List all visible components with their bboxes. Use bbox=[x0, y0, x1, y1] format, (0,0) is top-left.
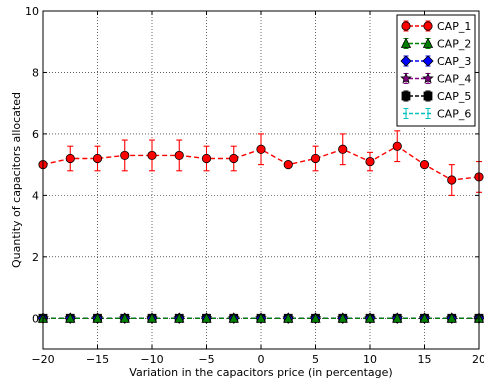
legend-entry-cap_6: CAP_6 bbox=[403, 108, 471, 121]
x-tick-label: −5 bbox=[198, 353, 214, 366]
data-point-cap_1 bbox=[229, 153, 239, 164]
legend-label: CAP_1 bbox=[437, 20, 471, 33]
data-point-cap_2 bbox=[228, 312, 239, 323]
data-point-cap_2 bbox=[419, 312, 430, 323]
legend-label: CAP_5 bbox=[437, 90, 471, 103]
data-point-cap_1 bbox=[338, 144, 348, 154]
y-tick-label: 6 bbox=[32, 128, 39, 141]
data-point-cap_1 bbox=[419, 160, 430, 170]
data-point-cap_2 bbox=[65, 312, 76, 323]
markers bbox=[37, 130, 484, 324]
legend-label: CAP_2 bbox=[437, 38, 471, 51]
data-point-cap_1 bbox=[365, 156, 375, 167]
x-tick-label: 20 bbox=[472, 353, 484, 366]
y-tick-label: 10 bbox=[25, 5, 39, 18]
x-tick-label: −20 bbox=[31, 353, 54, 366]
data-point-cap_1 bbox=[283, 160, 293, 170]
legend-label: CAP_4 bbox=[437, 73, 471, 86]
legend-entry-cap_4: CAP_4 bbox=[400, 72, 471, 86]
y-tick-label: 8 bbox=[32, 66, 39, 79]
y-tick-label: 2 bbox=[32, 251, 39, 264]
y-tick-label: 4 bbox=[32, 189, 39, 202]
legend-marker bbox=[422, 55, 434, 67]
data-point-cap_2 bbox=[364, 312, 376, 323]
legend-entry-cap_3: CAP_3 bbox=[400, 55, 471, 68]
data-point-cap_2 bbox=[119, 312, 130, 323]
legend-marker bbox=[422, 37, 434, 48]
legend-box bbox=[396, 14, 476, 127]
data-point-cap_1 bbox=[256, 144, 266, 154]
legend-entry-cap_2: CAP_2 bbox=[400, 37, 471, 51]
legend-marker bbox=[423, 21, 433, 31]
legend-marker bbox=[400, 37, 412, 48]
legend-marker bbox=[423, 91, 433, 101]
data-point-cap_2 bbox=[174, 312, 185, 323]
x-tick-label: 0 bbox=[258, 353, 265, 366]
legend-label: CAP_3 bbox=[437, 55, 471, 68]
legend-entry-cap_5: CAP_5 bbox=[401, 90, 471, 103]
data-point-cap_2 bbox=[446, 312, 457, 323]
data-point-cap_2 bbox=[92, 312, 103, 323]
legend: CAP_1 CAP_2 CAP_3 CAP_4 CAP_5 CAP_6 bbox=[396, 14, 476, 127]
data-point-cap_1 bbox=[392, 141, 402, 151]
x-tick-label: 10 bbox=[363, 353, 377, 366]
x-tick-label: 5 bbox=[312, 353, 319, 366]
data-point-cap_2 bbox=[255, 312, 267, 323]
data-point-cap_2 bbox=[283, 312, 294, 323]
y-axis-label: Quantity of capacitors allocated bbox=[10, 92, 23, 268]
legend-marker bbox=[400, 72, 412, 84]
data-point-cap_2 bbox=[201, 312, 212, 323]
ticks: −20 −15 −10 −5 0 5 10 15 20 0 2 4 6 8 10 bbox=[25, 5, 484, 366]
data-point-cap_1 bbox=[92, 153, 103, 164]
data-point-cap_2 bbox=[392, 312, 403, 323]
data-point-cap_1 bbox=[201, 153, 212, 164]
legend-marker bbox=[401, 91, 411, 101]
data-point-cap_1 bbox=[65, 153, 75, 164]
legend-marker bbox=[422, 72, 434, 84]
data-point-cap_1 bbox=[447, 175, 457, 185]
data-point-cap_1 bbox=[174, 150, 184, 161]
data-point-cap_1 bbox=[310, 153, 321, 164]
data-point-cap_2 bbox=[337, 312, 348, 323]
data-point-cap_1 bbox=[120, 150, 130, 161]
x-tick-label: −15 bbox=[86, 353, 109, 366]
x-axis-label: Variation in the capacitors price (in pe… bbox=[129, 366, 392, 379]
x-tick-label: −10 bbox=[140, 353, 163, 366]
legend-marker bbox=[400, 55, 412, 67]
x-tick-label: 15 bbox=[418, 353, 432, 366]
legend-label: CAP_6 bbox=[437, 108, 471, 121]
data-point-cap_2 bbox=[146, 312, 158, 323]
data-point-cap_2 bbox=[310, 312, 321, 323]
legend-marker bbox=[401, 21, 411, 31]
data-point-cap_1 bbox=[147, 150, 157, 161]
y-tick-label: 0 bbox=[32, 312, 39, 325]
legend-entry-cap_1: CAP_1 bbox=[401, 20, 471, 33]
